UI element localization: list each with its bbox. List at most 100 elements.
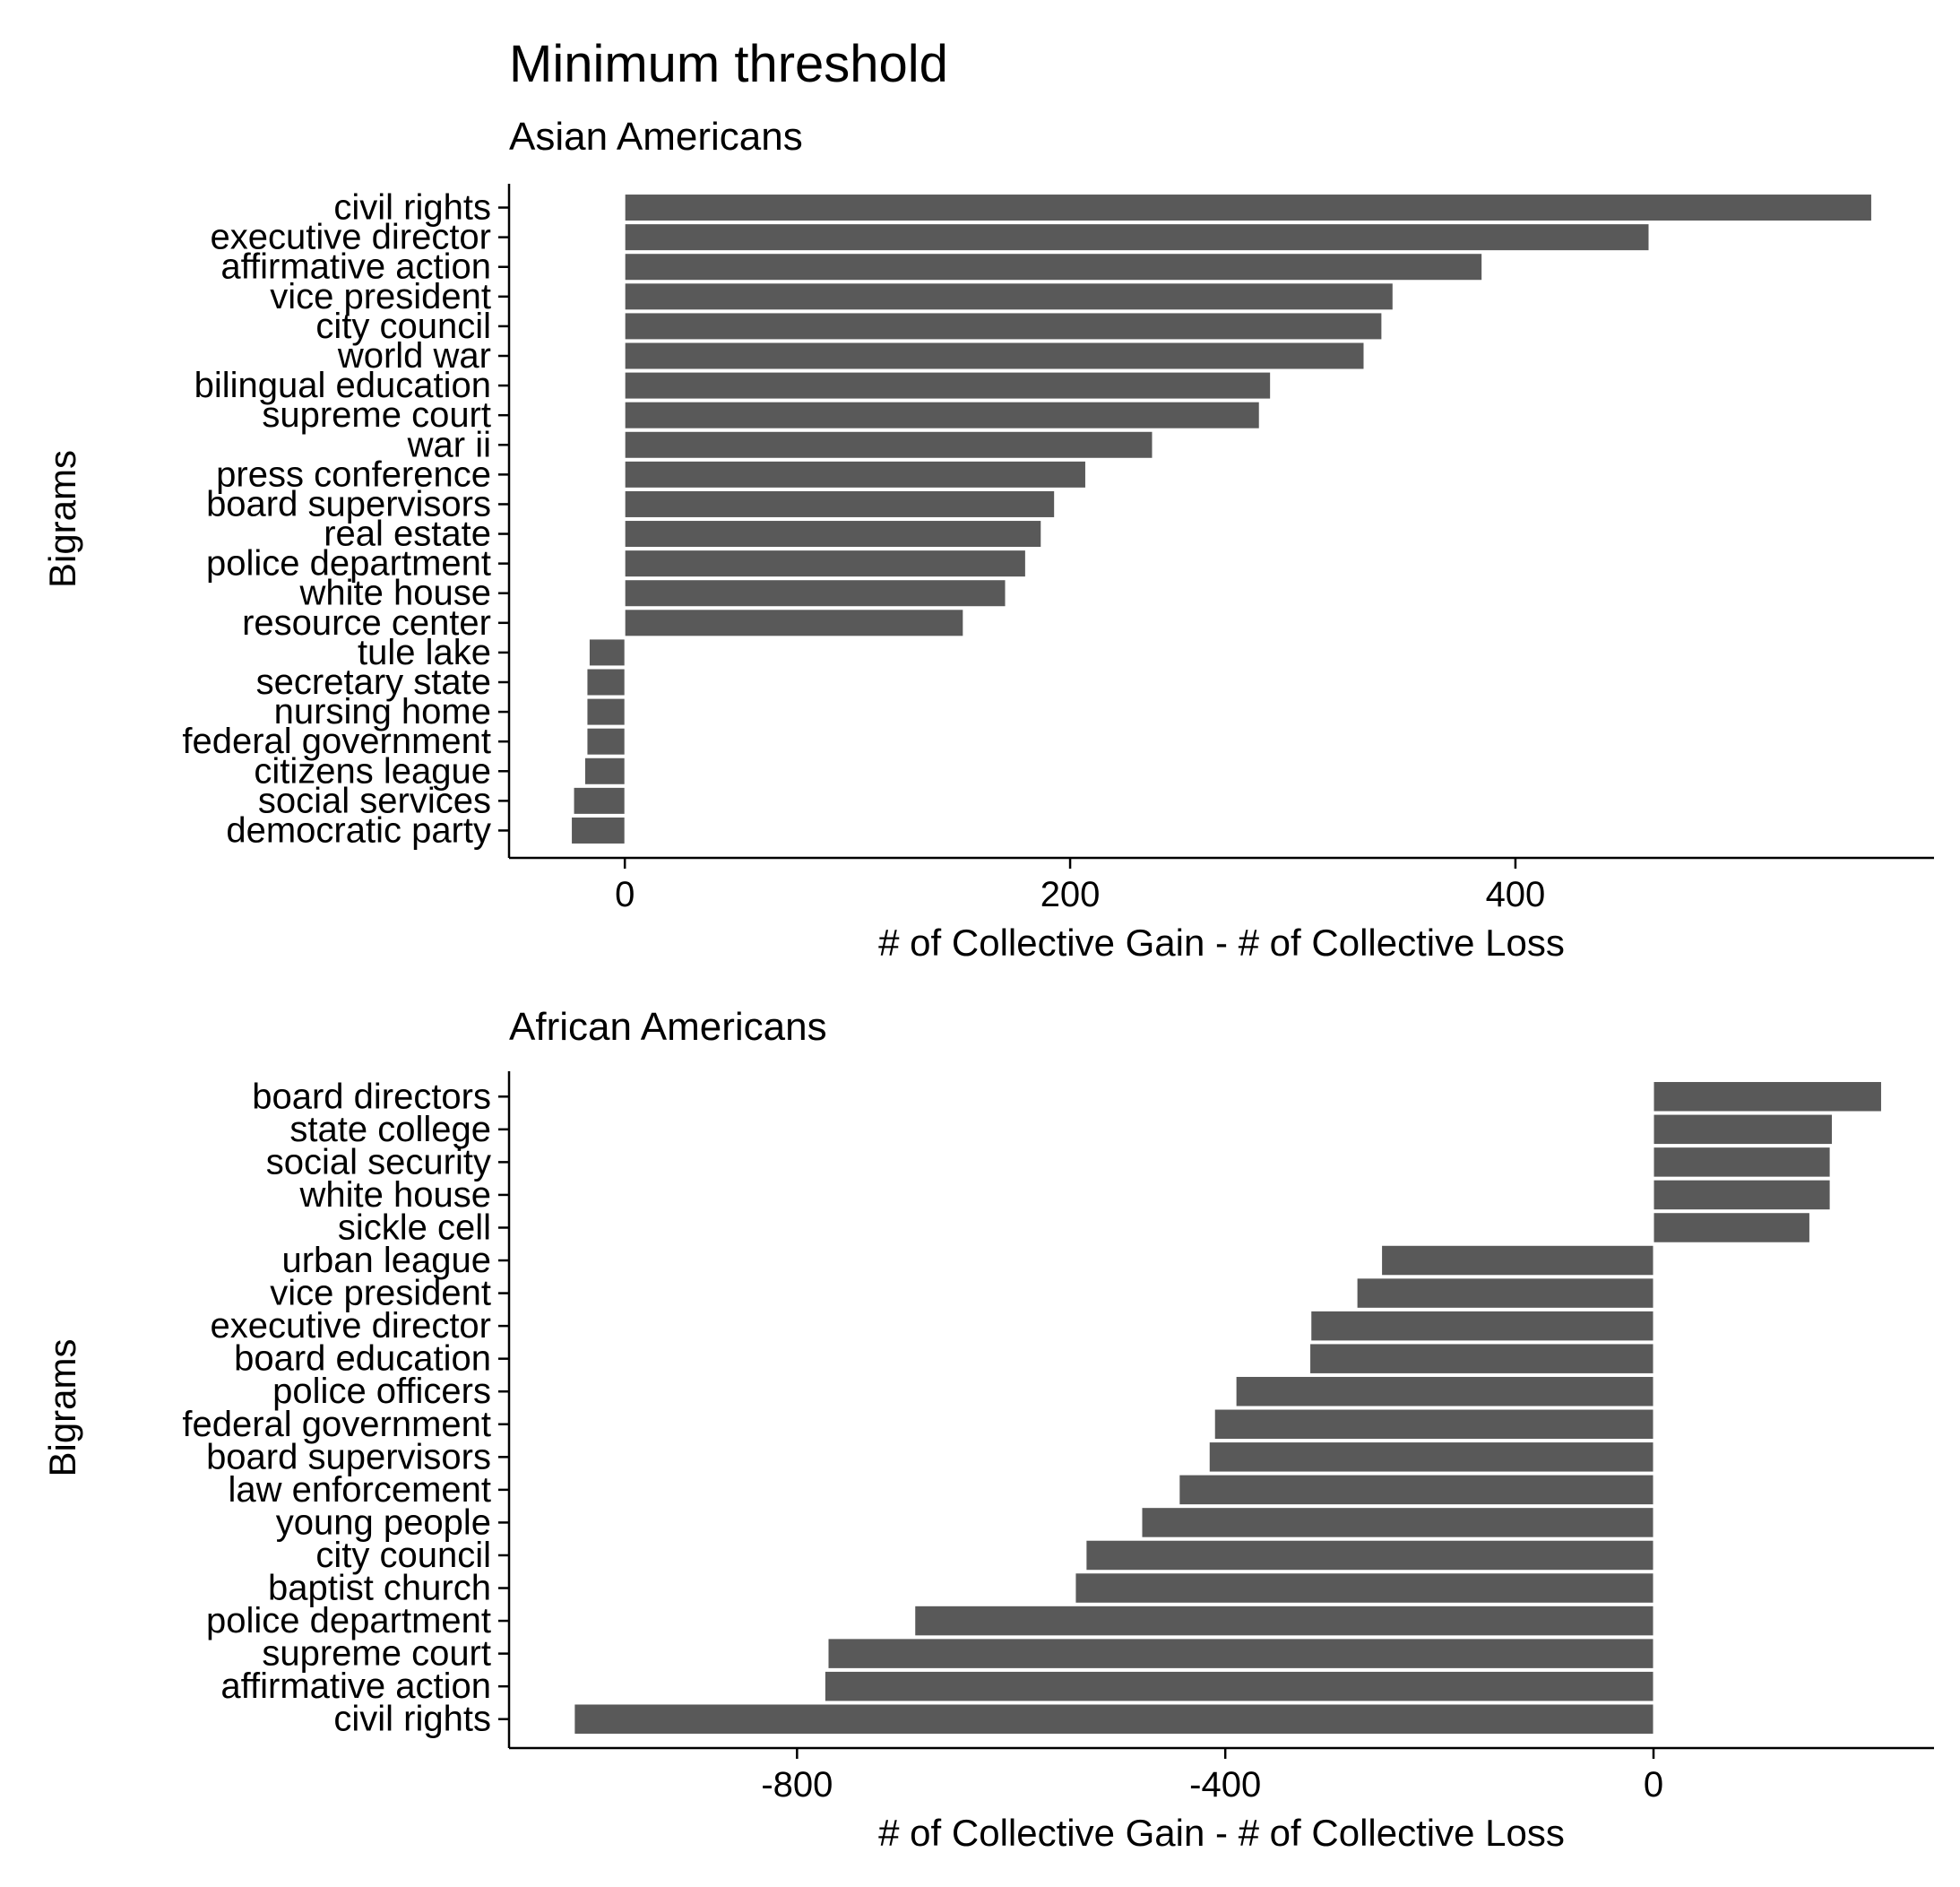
y-tick-label: press conference bbox=[216, 454, 491, 494]
bar bbox=[1208, 1441, 1654, 1473]
bar bbox=[624, 609, 964, 637]
bar bbox=[624, 342, 1365, 370]
bar bbox=[588, 638, 626, 667]
bar bbox=[574, 1703, 1654, 1735]
y-tick-label: city council bbox=[315, 1536, 491, 1575]
bar bbox=[624, 550, 1026, 578]
y-axis-title: Bigrams bbox=[41, 450, 83, 588]
y-tick-label: social services bbox=[258, 781, 491, 820]
y-tick-label: nursing home bbox=[274, 692, 491, 731]
bar bbox=[1653, 1081, 1882, 1112]
bar bbox=[586, 668, 626, 697]
y-tick-label: civil rights bbox=[333, 1700, 491, 1739]
panel-title: Asian Americans bbox=[509, 115, 803, 159]
x-tick-label: 400 bbox=[1486, 875, 1546, 914]
bar bbox=[1653, 1212, 1810, 1243]
y-tick-label: bilingual education bbox=[194, 366, 491, 405]
bar bbox=[1653, 1179, 1831, 1211]
y-tick-label: vice president bbox=[270, 277, 491, 316]
y-tick-label: sickle cell bbox=[338, 1208, 491, 1247]
y-tick-label: board education bbox=[234, 1339, 491, 1379]
bar bbox=[1235, 1375, 1654, 1407]
y-tick-label: federal government bbox=[182, 1405, 491, 1444]
x-tick-label: -800 bbox=[761, 1765, 833, 1805]
y-tick-label: federal government bbox=[182, 722, 491, 761]
y-tick-label: executive director bbox=[211, 1306, 491, 1346]
bar bbox=[1075, 1572, 1654, 1604]
y-tick-label: urban league bbox=[281, 1241, 491, 1280]
y-tick-label: board supervisors bbox=[206, 484, 491, 524]
bar bbox=[1141, 1507, 1654, 1538]
x-axis-title: # of Collective Gain - # of Collective L… bbox=[878, 1812, 1565, 1854]
bar bbox=[624, 430, 1153, 459]
y-tick-label: law enforcement bbox=[229, 1470, 491, 1510]
bar bbox=[586, 727, 626, 756]
panel-title: African Americans bbox=[509, 1005, 827, 1049]
y-tick-label: baptist church bbox=[268, 1569, 491, 1608]
bar bbox=[1381, 1244, 1654, 1277]
bar bbox=[1653, 1147, 1831, 1178]
y-tick-label: war ii bbox=[407, 425, 491, 464]
x-tick-label: -400 bbox=[1189, 1765, 1261, 1805]
bar bbox=[1179, 1474, 1654, 1506]
bar bbox=[573, 786, 626, 815]
bar bbox=[586, 697, 626, 726]
bar bbox=[1213, 1408, 1654, 1441]
y-tick-label: resource center bbox=[242, 603, 491, 643]
y-tick-label: board directors bbox=[252, 1077, 491, 1116]
bar bbox=[827, 1638, 1654, 1669]
bar bbox=[624, 460, 1086, 489]
bar bbox=[914, 1605, 1654, 1637]
figure-title: Minimum threshold bbox=[509, 35, 948, 93]
y-tick-label: white house bbox=[299, 574, 491, 613]
y-tick-label: real estate bbox=[324, 515, 491, 554]
y-tick-label: supreme court bbox=[262, 395, 491, 435]
bar bbox=[824, 1670, 1654, 1702]
x-tick-label: 0 bbox=[615, 875, 635, 914]
y-tick-label: secretary state bbox=[256, 662, 491, 702]
bar bbox=[1085, 1539, 1654, 1571]
x-tick-label: 0 bbox=[1644, 1765, 1663, 1805]
y-axis-title: Bigrams bbox=[41, 1338, 83, 1476]
y-tick-label: police officers bbox=[272, 1372, 491, 1411]
y-tick-label: state college bbox=[289, 1110, 491, 1149]
bar bbox=[583, 757, 626, 785]
y-tick-label: vice president bbox=[270, 1274, 491, 1313]
bar bbox=[624, 223, 1650, 252]
y-tick-label: social security bbox=[266, 1142, 491, 1182]
y-tick-label: affirmative action bbox=[220, 247, 491, 287]
bar bbox=[1356, 1277, 1654, 1309]
y-tick-label: city council bbox=[315, 307, 491, 346]
y-tick-label: affirmative action bbox=[220, 1666, 491, 1706]
bar bbox=[624, 282, 1394, 311]
y-tick-label: world war bbox=[337, 336, 491, 376]
y-tick-label: executive director bbox=[211, 218, 491, 257]
x-axis-title: # of Collective Gain - # of Collective L… bbox=[878, 922, 1565, 964]
bar bbox=[624, 579, 1006, 608]
y-tick-label: citizens league bbox=[254, 751, 491, 791]
y-tick-label: civil rights bbox=[333, 188, 491, 228]
bar bbox=[624, 489, 1056, 518]
bar bbox=[1653, 1113, 1834, 1146]
bar bbox=[624, 371, 1272, 400]
bar bbox=[624, 312, 1383, 341]
bar bbox=[624, 194, 1872, 222]
y-tick-label: tule lake bbox=[358, 633, 491, 672]
bar bbox=[624, 401, 1260, 429]
bar bbox=[571, 816, 626, 844]
y-tick-label: board supervisors bbox=[206, 1437, 491, 1476]
x-tick-label: 200 bbox=[1040, 875, 1101, 914]
y-tick-label: police department bbox=[206, 544, 491, 584]
y-tick-label: white house bbox=[299, 1175, 491, 1215]
y-tick-label: young people bbox=[276, 1502, 491, 1542]
bar bbox=[1309, 1343, 1654, 1374]
bar bbox=[624, 520, 1042, 549]
bar bbox=[1310, 1310, 1654, 1342]
bar bbox=[624, 253, 1483, 281]
y-tick-label: police department bbox=[206, 1601, 491, 1640]
y-tick-label: democratic party bbox=[226, 810, 491, 850]
